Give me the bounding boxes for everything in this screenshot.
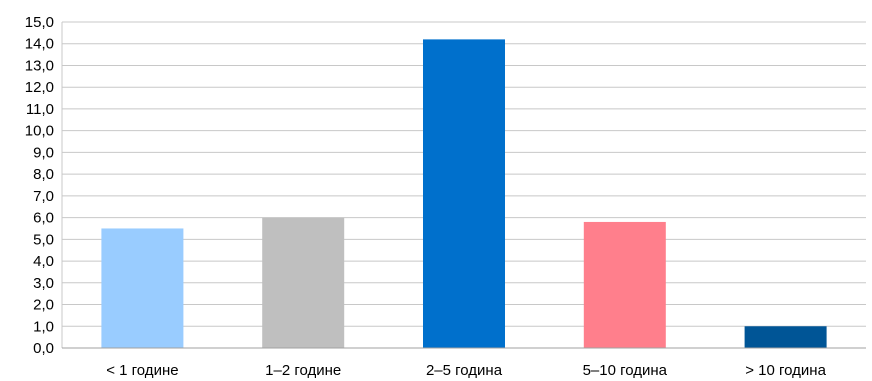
y-axis-tick-labels: 0,0 1,0 2,0 3,0 4,0 5,0 6,0 7,0 8,0 9,0 10,0 11,0 12… <box>25 14 54 357</box>
x-axis-category-labels: < 1 године 1–2 године 2–5 година 5–10 годин… <box>106 362 826 379</box>
x-category-label: > 10 година <box>745 362 826 379</box>
y-tick-label: 14,0 <box>25 36 54 53</box>
bar <box>101 228 184 348</box>
y-tick-label: 12,0 <box>25 79 54 96</box>
y-tick-label: 15,0 <box>25 14 54 31</box>
y-tick-label: 1,0 <box>33 318 54 335</box>
y-tick-label: 7,0 <box>33 188 54 205</box>
x-category-label: 1–2 године <box>265 362 341 379</box>
bars <box>101 39 827 349</box>
y-tick-label: 0,0 <box>33 340 54 357</box>
y-tick-label: 6,0 <box>33 210 54 227</box>
x-category-label: 5–10 година <box>583 362 668 379</box>
y-tick-label: 2,0 <box>33 297 54 314</box>
bar <box>262 217 345 348</box>
bar <box>583 221 666 348</box>
y-tick-label: 13,0 <box>25 57 54 74</box>
y-tick-label: 10,0 <box>25 123 54 140</box>
x-category-label: 2–5 година <box>426 362 503 379</box>
bar <box>744 326 827 348</box>
y-tick-label: 4,0 <box>33 253 54 270</box>
y-tick-label: 3,0 <box>33 275 54 292</box>
y-tick-label: 11,0 <box>26 101 54 118</box>
y-tick-label: 8,0 <box>33 166 54 183</box>
y-tick-label: 9,0 <box>33 144 54 161</box>
bar <box>423 39 505 349</box>
y-tick-label: 5,0 <box>33 231 54 248</box>
x-category-label: < 1 године <box>106 362 178 379</box>
